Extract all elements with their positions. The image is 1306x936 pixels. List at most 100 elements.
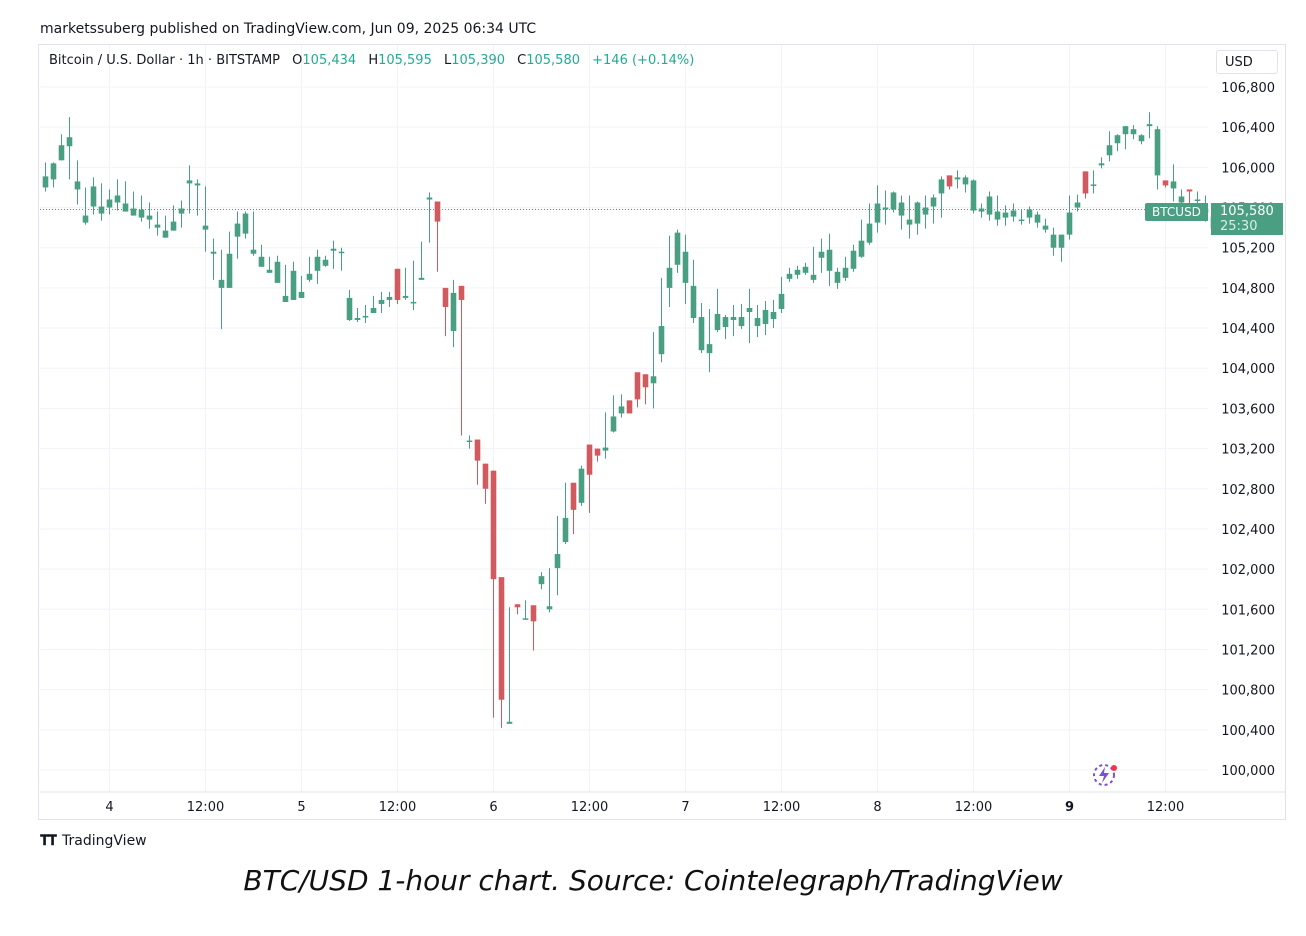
candle-body bbox=[146, 215, 153, 220]
candle-body bbox=[202, 225, 209, 230]
candle-body bbox=[674, 232, 681, 265]
candle-body bbox=[898, 202, 905, 216]
candle-body bbox=[882, 207, 889, 210]
currency-button[interactable]: USD bbox=[1216, 50, 1278, 74]
candle-body bbox=[210, 251, 217, 254]
candle-body bbox=[90, 186, 97, 207]
candle-body bbox=[626, 400, 633, 414]
x-tick-label: 8 bbox=[873, 800, 881, 815]
candle-body bbox=[482, 463, 489, 489]
candle-body bbox=[954, 177, 961, 180]
candle-body bbox=[186, 180, 193, 184]
candle-body bbox=[794, 269, 801, 275]
candle-body bbox=[1122, 126, 1129, 135]
candle-body bbox=[666, 267, 673, 288]
candle-body bbox=[994, 211, 1001, 220]
tradingview-logo-icon: 𝐓𝐓 bbox=[40, 833, 57, 849]
symbol-price-tag: BTCUSD bbox=[1145, 203, 1208, 221]
candle-body bbox=[1082, 171, 1089, 194]
candle-body bbox=[866, 223, 873, 243]
last-price-tag: 105,580 25:30 bbox=[1211, 203, 1283, 235]
candle-body bbox=[1098, 163, 1105, 166]
candle-body bbox=[538, 576, 545, 585]
candle-body bbox=[498, 577, 505, 700]
legend-high-value: 105,595 bbox=[378, 53, 432, 68]
candle-body bbox=[218, 279, 225, 288]
candle-body bbox=[778, 293, 785, 309]
y-tick-label: 101,600 bbox=[1221, 603, 1275, 618]
candle-body bbox=[1010, 210, 1017, 217]
candle-body bbox=[570, 482, 577, 510]
x-tick-label: 9 bbox=[1065, 800, 1074, 815]
candle-body bbox=[122, 203, 129, 212]
candle-body bbox=[530, 605, 537, 622]
candle-body bbox=[706, 344, 713, 354]
candle-body bbox=[234, 223, 241, 237]
candle-body bbox=[1066, 212, 1073, 235]
legend-open-value: 105,434 bbox=[302, 53, 357, 68]
x-tick-label: 12:00 bbox=[571, 800, 608, 815]
candle-body bbox=[722, 317, 729, 328]
candle-body bbox=[98, 206, 105, 214]
x-tick-label: 12:00 bbox=[1147, 800, 1184, 815]
candle-body bbox=[634, 372, 641, 400]
candle-body bbox=[402, 295, 409, 298]
candle-body bbox=[130, 208, 137, 216]
x-tick-label: 12:00 bbox=[955, 800, 992, 815]
candle-body bbox=[586, 444, 593, 475]
candle-body bbox=[506, 721, 513, 724]
candle-body bbox=[1178, 196, 1185, 203]
figure-caption: BTC/USD 1-hour chart. Source: Cointelegr… bbox=[243, 864, 1063, 897]
candle-body bbox=[466, 440, 473, 443]
y-tick-label: 100,000 bbox=[1221, 764, 1275, 779]
y-tick-label: 106,800 bbox=[1221, 81, 1275, 96]
candle-body bbox=[874, 203, 881, 223]
candle-body bbox=[810, 274, 817, 280]
lightning-spark-icon[interactable] bbox=[1089, 762, 1119, 788]
x-tick-label: 12:00 bbox=[379, 800, 416, 815]
candle-body bbox=[250, 249, 257, 254]
candle-body bbox=[914, 202, 921, 224]
y-tick-label: 104,800 bbox=[1221, 282, 1275, 297]
candle-body bbox=[834, 271, 841, 283]
candle-body bbox=[154, 224, 161, 228]
ohlc-legend: Bitcoin / U.S. Dollar · 1h · BITSTAMP O1… bbox=[49, 53, 694, 68]
y-tick-label: 102,000 bbox=[1221, 563, 1275, 578]
x-tick-label: 4 bbox=[105, 800, 113, 815]
y-tick-label: 105,200 bbox=[1221, 242, 1275, 257]
candle-body bbox=[602, 447, 609, 451]
chart-frame bbox=[38, 44, 1286, 820]
candle-body bbox=[962, 177, 969, 185]
tradingview-logo[interactable]: 𝐓𝐓 TradingView bbox=[40, 833, 147, 849]
legend-close-label: C bbox=[517, 53, 527, 68]
candle-body bbox=[986, 196, 993, 215]
candle-body bbox=[738, 317, 745, 327]
x-tick-label: 5 bbox=[297, 800, 305, 815]
candle-body bbox=[770, 311, 777, 320]
x-tick-label: 6 bbox=[489, 800, 497, 815]
candle-body bbox=[746, 307, 753, 312]
candle-body bbox=[42, 176, 49, 188]
candle-body bbox=[106, 199, 113, 208]
candle-body bbox=[1194, 199, 1201, 201]
candle-body bbox=[458, 285, 465, 300]
candle-body bbox=[1114, 135, 1121, 144]
candle-body bbox=[178, 208, 185, 214]
candle-body bbox=[58, 145, 65, 161]
candle-body bbox=[1026, 209, 1033, 218]
candle-body bbox=[410, 301, 417, 304]
x-tick-label: 12:00 bbox=[187, 800, 224, 815]
candle-body bbox=[322, 259, 329, 266]
candle-body bbox=[650, 376, 657, 384]
candle-body bbox=[514, 604, 521, 608]
candle-body bbox=[1146, 124, 1153, 127]
candle-body bbox=[162, 230, 169, 238]
candle-body bbox=[258, 256, 265, 267]
candle-body bbox=[450, 292, 457, 332]
candle-body bbox=[434, 201, 441, 222]
y-tick-label: 100,800 bbox=[1221, 684, 1275, 699]
candle-body bbox=[226, 253, 233, 288]
candle-body bbox=[1002, 212, 1009, 218]
bar-countdown: 25:30 bbox=[1220, 219, 1258, 234]
